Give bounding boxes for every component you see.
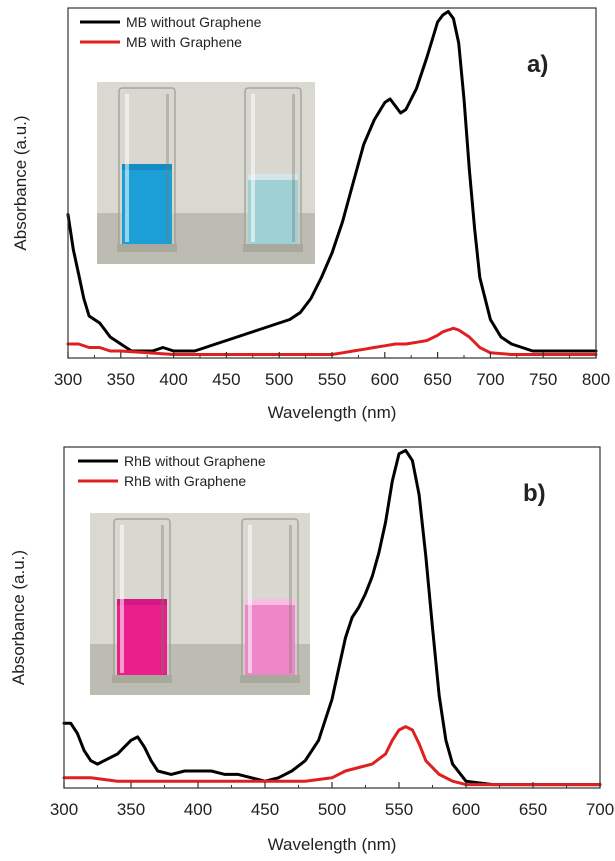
x-tick-label: 500 (318, 800, 346, 819)
x-tick-label: 800 (582, 370, 610, 389)
series-line (62, 725, 602, 787)
x-tick-label: 450 (212, 370, 240, 389)
x-tick-label: 350 (107, 370, 135, 389)
series-line (66, 10, 598, 353)
cuvette-liquid (122, 164, 172, 246)
cuvette-right (243, 87, 303, 252)
series-line (66, 326, 598, 356)
y-axis-label: Absorbance (a.u.) (9, 550, 28, 685)
x-tick-label: 500 (265, 370, 293, 389)
x-tick-label: 700 (586, 800, 614, 819)
x-tick-label: 550 (318, 370, 346, 389)
cuvette-left (117, 87, 177, 252)
cuvette-liquid (117, 599, 167, 677)
cuvette-highlight (251, 94, 255, 242)
cuvette-right (240, 518, 300, 683)
x-tick-label: 700 (476, 370, 504, 389)
panel-label: b) (523, 480, 546, 507)
inset-photo-pink (90, 513, 310, 695)
cuvette-base (240, 675, 300, 683)
cuvette-highlight (125, 94, 129, 242)
cuvette-base (112, 675, 172, 683)
legend-label: MB without Graphene (126, 14, 262, 30)
x-tick-label: 650 (519, 800, 547, 819)
inset-photo-blue (97, 82, 315, 264)
panel-label: a) (527, 51, 548, 78)
cuvette-edge (166, 94, 169, 242)
x-tick-label: 450 (251, 800, 279, 819)
legend-label: MB with Graphene (126, 34, 242, 50)
cuvette-meniscus (122, 164, 172, 170)
x-tick-label: 750 (529, 370, 557, 389)
y-axis-label: Absorbance (a.u.) (11, 115, 30, 250)
x-axis-label: Wavelength (nm) (268, 835, 397, 854)
x-tick-label: 550 (385, 800, 413, 819)
cuvette-left (112, 518, 172, 683)
cuvette-meniscus (245, 599, 295, 605)
x-tick-label: 300 (50, 800, 78, 819)
chart-panel-b: 300 350 400 450 500 550 600 650 700 Wavelength (n… (9, 446, 614, 854)
x-tick-label: 400 (159, 370, 187, 389)
x-axis-label: Wavelength (nm) (268, 403, 397, 422)
cuvette-edge (292, 94, 295, 242)
cuvette-meniscus (117, 599, 167, 605)
chart-panel-a: 300 350 400 450 500 550 600 650 700 750 800 Wavelen… (11, 7, 610, 422)
series-line (62, 448, 602, 787)
cuvette-highlight (248, 525, 252, 673)
legend-label: RhB without Graphene (124, 453, 266, 469)
cuvette-liquid (248, 174, 298, 246)
cuvette-liquid (245, 599, 295, 677)
cuvette-edge (289, 525, 292, 673)
cuvette-base (117, 244, 177, 252)
cuvette-meniscus (248, 174, 298, 180)
x-tick-label: 350 (117, 800, 145, 819)
cuvette-base (243, 244, 303, 252)
x-tick-label: 600 (452, 800, 480, 819)
x-tick-label: 400 (184, 800, 212, 819)
cuvette-highlight (120, 525, 124, 673)
x-tick-label: 650 (423, 370, 451, 389)
x-tick-label: 600 (371, 370, 399, 389)
legend-label: RhB with Graphene (124, 473, 246, 489)
cuvette-edge (161, 525, 164, 673)
x-tick-label: 300 (54, 370, 82, 389)
